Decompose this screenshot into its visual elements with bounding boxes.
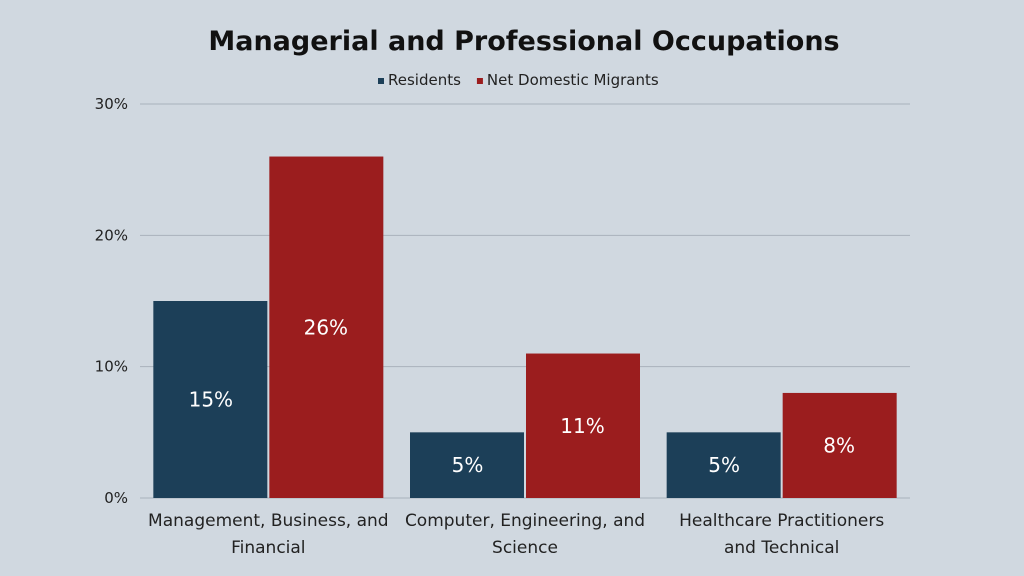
data-label: 8%	[823, 433, 855, 457]
bar-residents	[410, 432, 524, 498]
y-tick-label: 0%	[104, 489, 128, 507]
category-label: Healthcare Practitioners	[679, 511, 884, 531]
gridlines	[140, 103, 910, 499]
data-label: 26%	[304, 315, 348, 339]
bar-net-domestic-migrants	[269, 156, 384, 499]
y-tick-label: 20%	[95, 226, 128, 244]
legend: Residents Net Domestic Migrants	[378, 71, 659, 89]
bar-residents	[666, 432, 781, 498]
bar-net-domestic-migrants	[782, 392, 897, 498]
legend-label: Net Domestic Migrants	[487, 71, 659, 89]
x-axis: Management, Business, and Financial Comput…	[148, 511, 884, 558]
data-label: 5%	[708, 453, 740, 477]
legend-swatch	[378, 78, 384, 84]
category-label: Financial	[231, 538, 305, 558]
data-label: 15%	[189, 388, 233, 412]
y-axis: 0% 10% 20% 30%	[95, 95, 128, 507]
legend-swatch	[476, 78, 483, 84]
bars	[153, 156, 897, 499]
data-label: 5%	[452, 453, 484, 477]
data-labels: 15% 26% 5% 11% 5% 8%	[189, 315, 855, 477]
category-label: and Technical	[724, 538, 839, 558]
y-tick-label: 30%	[95, 95, 128, 113]
data-label: 11%	[560, 414, 604, 438]
category-label: Management, Business, and	[148, 511, 389, 531]
legend-label: Residents	[388, 71, 461, 89]
bar-net-domestic-migrants	[526, 353, 640, 498]
category-label: Science	[492, 538, 558, 558]
y-tick-label: 10%	[95, 358, 128, 376]
category-label: Computer, Engineering, and	[405, 511, 645, 531]
bar-residents	[153, 301, 268, 498]
chart-title: Managerial and Professional Occupations	[208, 26, 839, 57]
